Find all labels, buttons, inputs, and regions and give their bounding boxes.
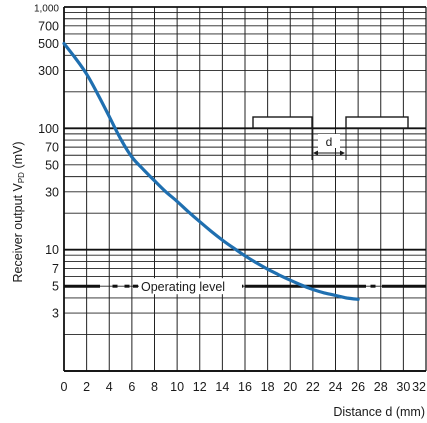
x-tick-label: 32 bbox=[412, 380, 426, 394]
y-tick-label: 30 bbox=[45, 185, 59, 199]
x-tick-label: 22 bbox=[306, 380, 320, 394]
y-tick-label: 500 bbox=[38, 37, 59, 51]
x-tick-label: 8 bbox=[151, 380, 158, 394]
x-tick-label: 30 bbox=[396, 380, 410, 394]
arrow-head-right bbox=[340, 150, 345, 156]
gap-label: d bbox=[326, 135, 333, 149]
series-line bbox=[62, 41, 360, 301]
operating-level: Operating level bbox=[64, 278, 426, 295]
x-tick-label: 0 bbox=[61, 380, 68, 394]
y-tick-label: 300 bbox=[38, 64, 59, 78]
x-tick-label: 10 bbox=[170, 380, 184, 394]
y-tick-label: 1,000 bbox=[34, 4, 59, 15]
y-tick-label: 70 bbox=[45, 141, 59, 155]
x-tick-label: 26 bbox=[351, 380, 365, 394]
y-axis-label: Receiver output VPD (mV) bbox=[11, 141, 26, 282]
y-tick-label: 700 bbox=[38, 19, 59, 33]
x-tick-label: 6 bbox=[128, 380, 135, 394]
y-tick-label: 5 bbox=[52, 280, 59, 294]
x-tick-label: 12 bbox=[193, 380, 207, 394]
x-tick-label: 24 bbox=[329, 380, 343, 394]
emitter-block bbox=[252, 116, 313, 129]
y-tick-label: 10 bbox=[45, 243, 59, 257]
y-axis-label-subscript: PD bbox=[17, 172, 26, 183]
x-tick-label: 20 bbox=[283, 380, 297, 394]
y-axis-label-unit: (mV) bbox=[11, 141, 25, 172]
receiver-block bbox=[345, 116, 409, 129]
series-layer bbox=[62, 41, 360, 301]
x-tick-label: 14 bbox=[215, 380, 229, 394]
y-tick-label: 100 bbox=[38, 122, 59, 136]
gap-label-bg bbox=[318, 134, 340, 148]
y-tick-label: 50 bbox=[45, 158, 59, 172]
grid-lines bbox=[63, 6, 427, 372]
y-axis-label-main: Receiver output V bbox=[11, 183, 25, 283]
y-tick-label: 7 bbox=[52, 262, 59, 276]
x-tick-label: 18 bbox=[261, 380, 275, 394]
x-axis-label: Distance d (mm) bbox=[333, 405, 425, 419]
x-tick-label: 28 bbox=[374, 380, 388, 394]
operating-level-label-bg bbox=[139, 278, 242, 295]
operating-level-label: Operating level bbox=[141, 280, 225, 294]
x-tick-label: 16 bbox=[238, 380, 252, 394]
y-tick-labels: 1,000 700 500 300 100 70 50 30 10 7 5 3 bbox=[34, 4, 59, 321]
sensor-diagram: d bbox=[252, 116, 409, 160]
x-tick-label: 4 bbox=[106, 380, 113, 394]
x-tick-label: 2 bbox=[83, 380, 90, 394]
y-tick-label: 3 bbox=[52, 307, 59, 321]
x-tick-labels: 0 2 4 6 8 10 12 14 16 18 20 22 24 26 28 30 32 bbox=[61, 380, 427, 394]
arrow-head-left bbox=[313, 150, 318, 156]
